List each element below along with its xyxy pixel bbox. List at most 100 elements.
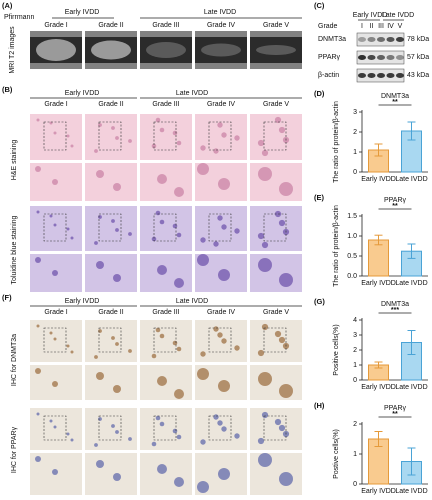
cell [151, 441, 157, 447]
row-label: Toluidine blue staining [11, 215, 18, 284]
cell [174, 389, 184, 399]
mri-band [140, 31, 192, 37]
cell [159, 127, 165, 133]
cell [213, 241, 219, 247]
micrograph [250, 320, 302, 362]
micrograph [85, 114, 137, 160]
group-label: Early IVDD [353, 12, 388, 19]
cell [257, 232, 265, 240]
blot-name: DNMT3a [318, 36, 346, 43]
zoom-box [153, 327, 177, 353]
cell [176, 232, 182, 238]
cell [221, 224, 227, 230]
x-tick-label: Early IVDD [361, 384, 396, 391]
cell [234, 228, 240, 234]
mri-band [250, 63, 302, 69]
scale-label: Pfirrmann [4, 14, 34, 21]
mri-band [195, 31, 247, 37]
panel-label: (F) [2, 293, 12, 302]
micrograph [250, 453, 302, 495]
grade-label: Grade II [98, 309, 123, 316]
blot-name: β-actin [318, 72, 339, 79]
y-axis-label: The ratio of protein/β-actin [333, 205, 340, 287]
chart-title: PPARγ [384, 197, 407, 204]
grade-label: Grade V [263, 309, 289, 316]
blot-band [386, 37, 395, 42]
grade-label: Grade I [44, 309, 67, 316]
mri-disc [36, 39, 76, 61]
cell [35, 368, 41, 374]
cell [234, 433, 240, 439]
row-label: IHC for DNMT3a [11, 334, 18, 386]
blot-band [367, 37, 376, 42]
y-tick-label: 3 [353, 109, 357, 116]
grade-label: Grade III [152, 309, 179, 316]
micrograph [250, 408, 302, 450]
cell [36, 210, 40, 214]
micrograph [85, 453, 137, 495]
cell [155, 415, 161, 421]
blot-band [367, 73, 376, 78]
cell [111, 424, 115, 428]
cell [279, 384, 293, 398]
y-tick-label: 2 [353, 421, 357, 428]
micrograph [140, 320, 192, 362]
grade-label: I [361, 23, 363, 30]
mri-disc [256, 45, 296, 55]
zoom-box [98, 121, 122, 151]
blot-name: PPARγ [318, 54, 341, 61]
cell [197, 368, 209, 380]
y-tick-label: 2 [353, 129, 357, 136]
chart-title: DNMT3a [381, 301, 409, 308]
y-tick-label: 2 [353, 347, 357, 354]
cell [174, 278, 184, 288]
cell [234, 345, 240, 351]
micrograph [140, 408, 192, 450]
zoom-box [43, 415, 67, 441]
grade-label: Grade IV [207, 309, 235, 316]
y-tick-label: 1.5 [347, 213, 357, 220]
cell [128, 232, 132, 236]
cell [274, 418, 282, 426]
mri-band [195, 63, 247, 69]
row-label: MRI T2 images [9, 26, 16, 74]
x-tick-label: Late IVDD [395, 176, 427, 183]
cell [157, 174, 167, 184]
cell [258, 453, 272, 467]
zoom-box [153, 121, 177, 151]
grade-label: Grade I [44, 22, 67, 29]
blot-band [377, 55, 385, 60]
grade-label: Grade II [98, 22, 123, 29]
cell [197, 254, 209, 266]
cell [279, 472, 293, 486]
x-tick-label: Early IVDD [361, 280, 396, 287]
cell [98, 417, 102, 421]
blot-band [358, 37, 366, 42]
blot-band [358, 55, 366, 60]
cell [53, 223, 57, 227]
y-tick-label: 0.5 [347, 253, 357, 260]
mri-band [30, 31, 82, 37]
mri-band [250, 31, 302, 37]
zoom-box [98, 415, 122, 441]
zoom-box [43, 213, 67, 242]
cell [35, 166, 41, 172]
cell [257, 349, 265, 357]
micrograph [85, 163, 137, 201]
cell [221, 132, 227, 138]
cell [113, 385, 121, 393]
cell [128, 139, 132, 143]
group-label: Late IVDD [176, 298, 208, 305]
panel-label: (B) [2, 85, 13, 94]
cell [157, 376, 167, 386]
panel-label: (G) [314, 297, 325, 306]
zoom-box [153, 415, 177, 441]
cell [218, 468, 230, 480]
cell [172, 223, 178, 229]
blot-size: 57 kDa [407, 54, 429, 61]
micrograph [85, 408, 137, 450]
cell [157, 265, 167, 275]
mri-band [140, 63, 192, 69]
grade-label: Grade III [152, 22, 179, 29]
y-tick-label: 1.0 [347, 233, 357, 240]
